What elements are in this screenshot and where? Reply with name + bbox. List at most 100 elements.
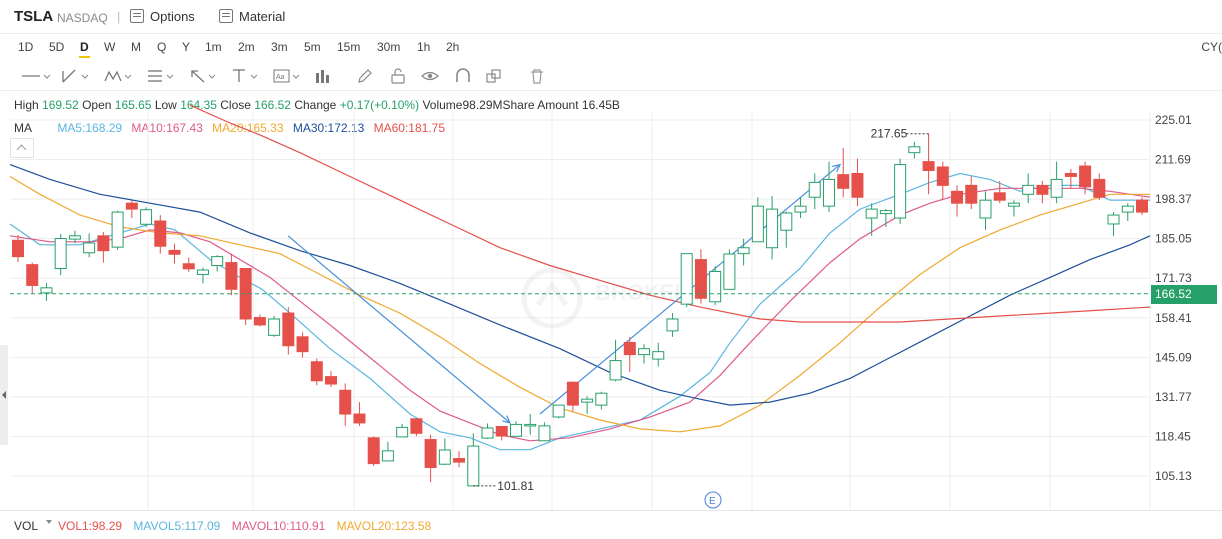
candle [751, 197, 764, 243]
candle [282, 307, 295, 355]
ma30-value: MA30:172.13 [292, 121, 365, 135]
candlesticks [12, 133, 1148, 487]
interval-1d[interactable]: 1D [18, 40, 34, 54]
candle [495, 425, 508, 441]
material-button[interactable]: Material [219, 6, 285, 26]
interval-m[interactable]: M [131, 40, 141, 54]
interval-2m[interactable]: 2m [238, 40, 255, 54]
trash-icon[interactable] [528, 68, 546, 84]
interval-1m[interactable]: 1m [205, 40, 222, 54]
candle [837, 147, 850, 198]
candle [879, 209, 892, 227]
candle [325, 370, 338, 387]
symbol-ticker[interactable]: TSLA [14, 8, 54, 25]
header-separator: | [117, 9, 121, 24]
interval-y[interactable]: Y [182, 40, 191, 54]
candle [780, 211, 793, 248]
candle [296, 332, 309, 358]
mavol5-value: MAVOL5:117.09 [133, 519, 221, 533]
candle [1136, 197, 1148, 216]
trend-arrow-0 [287, 235, 511, 424]
collapse-legend-button[interactable] [10, 138, 34, 158]
change-label: Change [294, 98, 337, 112]
options-icon [130, 9, 144, 23]
candle [97, 231, 110, 263]
interval-2h[interactable]: 2h [446, 40, 460, 54]
vol-dropdown-icon[interactable] [46, 520, 52, 524]
line-icon[interactable] [20, 68, 50, 84]
y-axis: 225.01 211.69 198.37 185.05 171.73 158.41 145.… [10, 113, 1192, 483]
y-tick-label: 225.01 [1155, 113, 1192, 127]
candle [353, 402, 366, 426]
interval-3m[interactable]: 3m [271, 40, 288, 54]
candle [524, 414, 537, 435]
candle [822, 161, 835, 213]
candle [424, 434, 437, 483]
candle [125, 200, 138, 219]
magnet-icon[interactable] [454, 68, 472, 84]
arrow-icon[interactable] [188, 68, 218, 84]
candle [211, 255, 224, 272]
candle [1007, 200, 1020, 217]
interval-1h[interactable]: 1h [417, 40, 431, 54]
candle [12, 234, 24, 262]
drawing-toolbar: Aa [0, 62, 1222, 91]
earnings-marker [704, 491, 722, 509]
candle [623, 336, 636, 373]
options-button[interactable]: Options [130, 6, 195, 26]
eye-icon[interactable] [421, 68, 439, 84]
interval-5m[interactable]: 5m [304, 40, 321, 54]
ma-line-ma30 [9, 164, 1151, 406]
trend-line-icon[interactable] [60, 68, 90, 84]
pencil-icon[interactable] [356, 68, 374, 84]
interval-d[interactable]: D [79, 40, 90, 58]
ma20-value: MA20:165.33 [212, 121, 284, 135]
mavol10-value: MAVOL10:110.91 [231, 519, 326, 533]
moving-average-lines [9, 104, 1151, 451]
interval-5d[interactable]: 5D [49, 40, 65, 54]
trend-arrow-head-1 [832, 163, 842, 173]
pattern-icon[interactable] [103, 68, 133, 84]
candle [140, 207, 153, 227]
y-tick-label: 145.09 [1155, 350, 1192, 364]
measure-icon[interactable] [230, 68, 260, 84]
y-tick-label: 158.41 [1155, 311, 1192, 325]
layers-icon[interactable] [485, 68, 503, 84]
interval-15m[interactable]: 15m [337, 40, 361, 54]
interval-w[interactable]: W [104, 40, 116, 54]
lock-icon[interactable] [389, 68, 407, 84]
cycle-label[interactable]: CY( [1201, 40, 1222, 54]
ma60-value: MA60:181.75 [373, 121, 445, 135]
interval-bar: 1D 5D D W M Q Y 1m 2m 3m 5m 15m 30m 1h 2… [0, 36, 1222, 58]
current-price-tag: 166.52 [1151, 285, 1217, 304]
candle [509, 421, 522, 437]
candle [438, 438, 451, 466]
high-value: 169.52 [42, 98, 79, 112]
candle [666, 313, 679, 337]
close-label: Close [220, 98, 251, 112]
ma-line-ma60 [189, 104, 1151, 323]
candle [851, 158, 864, 207]
candle [26, 262, 39, 294]
interval-q[interactable]: Q [157, 40, 167, 54]
y-tick-label: 185.05 [1155, 232, 1192, 246]
exchange-label: NASDAQ [57, 11, 108, 25]
candle [680, 253, 693, 308]
text-icon[interactable]: Aa [272, 68, 302, 84]
low-label: Low [154, 98, 177, 112]
symbol-header: TSLA NASDAQ | Options Material [0, 0, 1222, 34]
ma-line-ma10 [9, 187, 1151, 442]
candle [453, 451, 466, 468]
vol-legend-label[interactable]: VOL [14, 519, 39, 533]
fib-icon[interactable] [146, 68, 176, 84]
side-panel-handle[interactable] [0, 345, 8, 445]
candle [182, 257, 195, 272]
interval-30m[interactable]: 30m [377, 40, 401, 54]
candle [865, 203, 878, 236]
bar-type-icon[interactable] [314, 68, 332, 84]
high-label: High [14, 98, 39, 112]
candle [951, 185, 964, 217]
candle [481, 423, 494, 439]
ma-legend-label[interactable]: MA [14, 121, 32, 135]
